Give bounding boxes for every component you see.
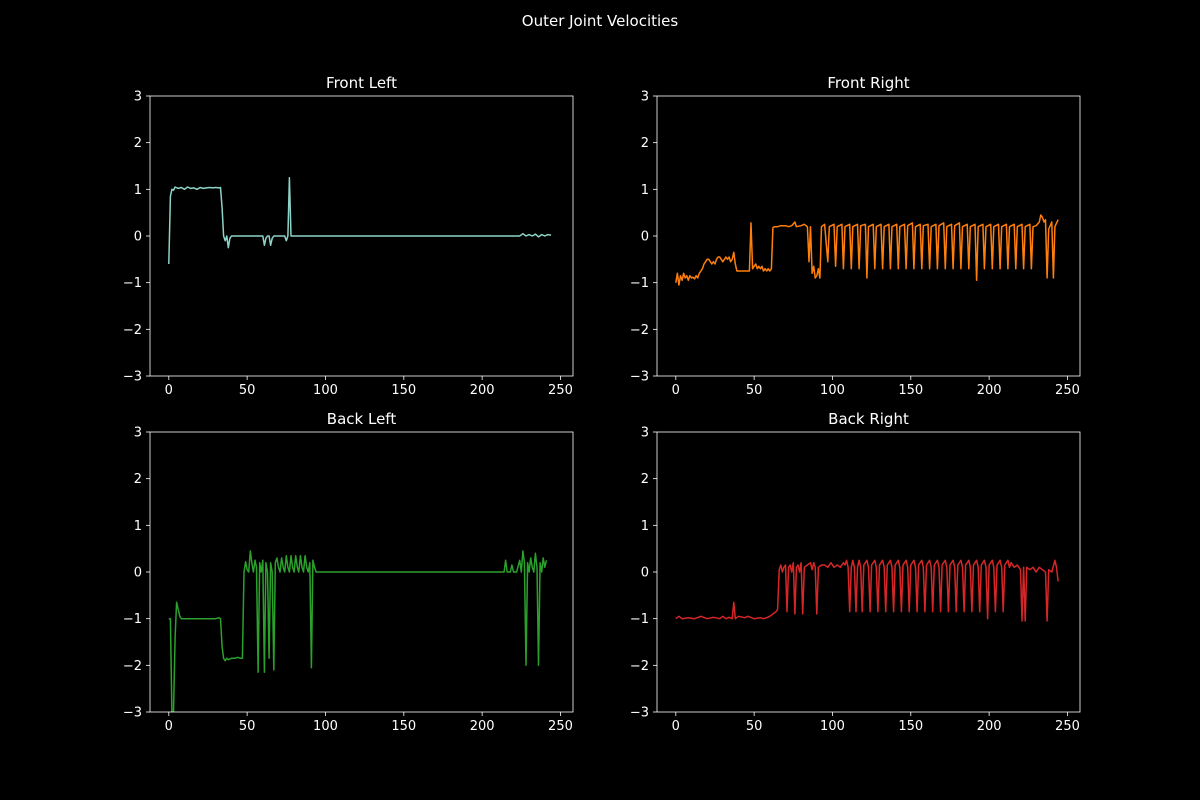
back-left-x-tick-label: 0 [165,719,173,734]
back-left-y-tick-label: 2 [134,472,142,487]
back-right-y-tick-label: 0 [641,566,649,581]
front-left-x-tick-label: 0 [165,383,173,398]
back-right-y-tick-label: −2 [630,659,649,674]
back-left-y-tick-label: 1 [134,519,142,534]
back-right-y-tick-label: −3 [630,706,649,721]
front-right-series-line [675,214,1059,286]
back-right-y-tick-label: −1 [630,612,649,627]
front-left-y-tick-label: 0 [134,230,142,245]
back-left-x-tick-label: 100 [313,719,338,734]
front-right-y-tick-label: 2 [641,136,649,151]
front-right-y-tick-label: −3 [630,370,649,385]
back-right-y-tick-label: 2 [641,472,649,487]
figure-title: Outer Joint Velocities [521,12,679,30]
back-right-series-line [675,559,1059,622]
back-left-title: Back Left [327,410,397,428]
front-right-y-tick-label: 3 [641,90,649,105]
front-right-x-tick-label: 0 [672,383,680,398]
back-left-x-tick-label: 250 [548,719,573,734]
front-left-y-tick-label: 1 [134,183,142,198]
back-right-x-tick-label: 250 [1055,719,1080,734]
front-right-title: Front Right [827,74,909,92]
front-right-x-tick-label: 150 [898,383,923,398]
front-left-title: Front Left [326,74,397,92]
front-left-x-tick-label: 250 [548,383,573,398]
front-left-y-tick-label: −1 [123,276,142,291]
back-right-x-tick-label: 0 [672,719,680,734]
back-left-panel: 0 50 100 150 200 250 −3 −2 −1 0 1 2 3 Back Left [123,410,574,734]
back-left-x-tick-label: 150 [391,719,416,734]
back-left-y-tick-label: −2 [123,659,142,674]
back-right-x-tick-label: 50 [746,719,763,734]
front-right-x-tick-label: 250 [1055,383,1080,398]
front-right-x-tick-label: 50 [746,383,763,398]
front-left-y-tick-label: 3 [134,90,142,105]
back-right-panel: 0 50 100 150 200 250 −3 −2 −1 0 1 2 3 Back Right [630,410,1081,734]
front-left-series-line [168,176,552,265]
front-left-y-tick-label: 2 [134,136,142,151]
front-left-panel: 0 50 100 150 200 250 −3 −2 −1 0 1 2 3 Front Left [123,74,574,398]
back-left-x-tick-label: 50 [239,719,256,734]
back-right-y-tick-label: 3 [641,426,649,441]
front-left-x-tick-label: 200 [470,383,495,398]
front-right-y-tick-label: −2 [630,323,649,338]
back-right-x-tick-label: 200 [977,719,1002,734]
back-left-y-tick-label: 0 [134,566,142,581]
back-left-y-tick-label: 3 [134,426,142,441]
front-left-x-tick-label: 100 [313,383,338,398]
front-right-x-tick-label: 200 [977,383,1002,398]
front-left-x-tick-label: 150 [391,383,416,398]
front-right-panel: 0 50 100 150 200 250 −3 −2 −1 0 1 2 3 Front Right [630,74,1081,398]
back-left-y-tick-label: −3 [123,706,142,721]
back-left-series-line [168,550,548,712]
back-left-x-tick-label: 200 [470,719,495,734]
front-right-x-tick-label: 100 [820,383,845,398]
front-right-y-tick-label: 0 [641,230,649,245]
front-right-y-tick-label: 1 [641,183,649,198]
back-right-x-tick-label: 150 [898,719,923,734]
back-right-x-tick-label: 100 [820,719,845,734]
back-left-y-tick-label: −1 [123,612,142,627]
front-left-y-tick-label: −2 [123,323,142,338]
front-right-y-tick-label: −1 [630,276,649,291]
front-left-x-tick-label: 50 [239,383,256,398]
back-right-title: Back Right [828,410,909,428]
front-left-y-tick-label: −3 [123,370,142,385]
back-right-y-tick-label: 1 [641,519,649,534]
